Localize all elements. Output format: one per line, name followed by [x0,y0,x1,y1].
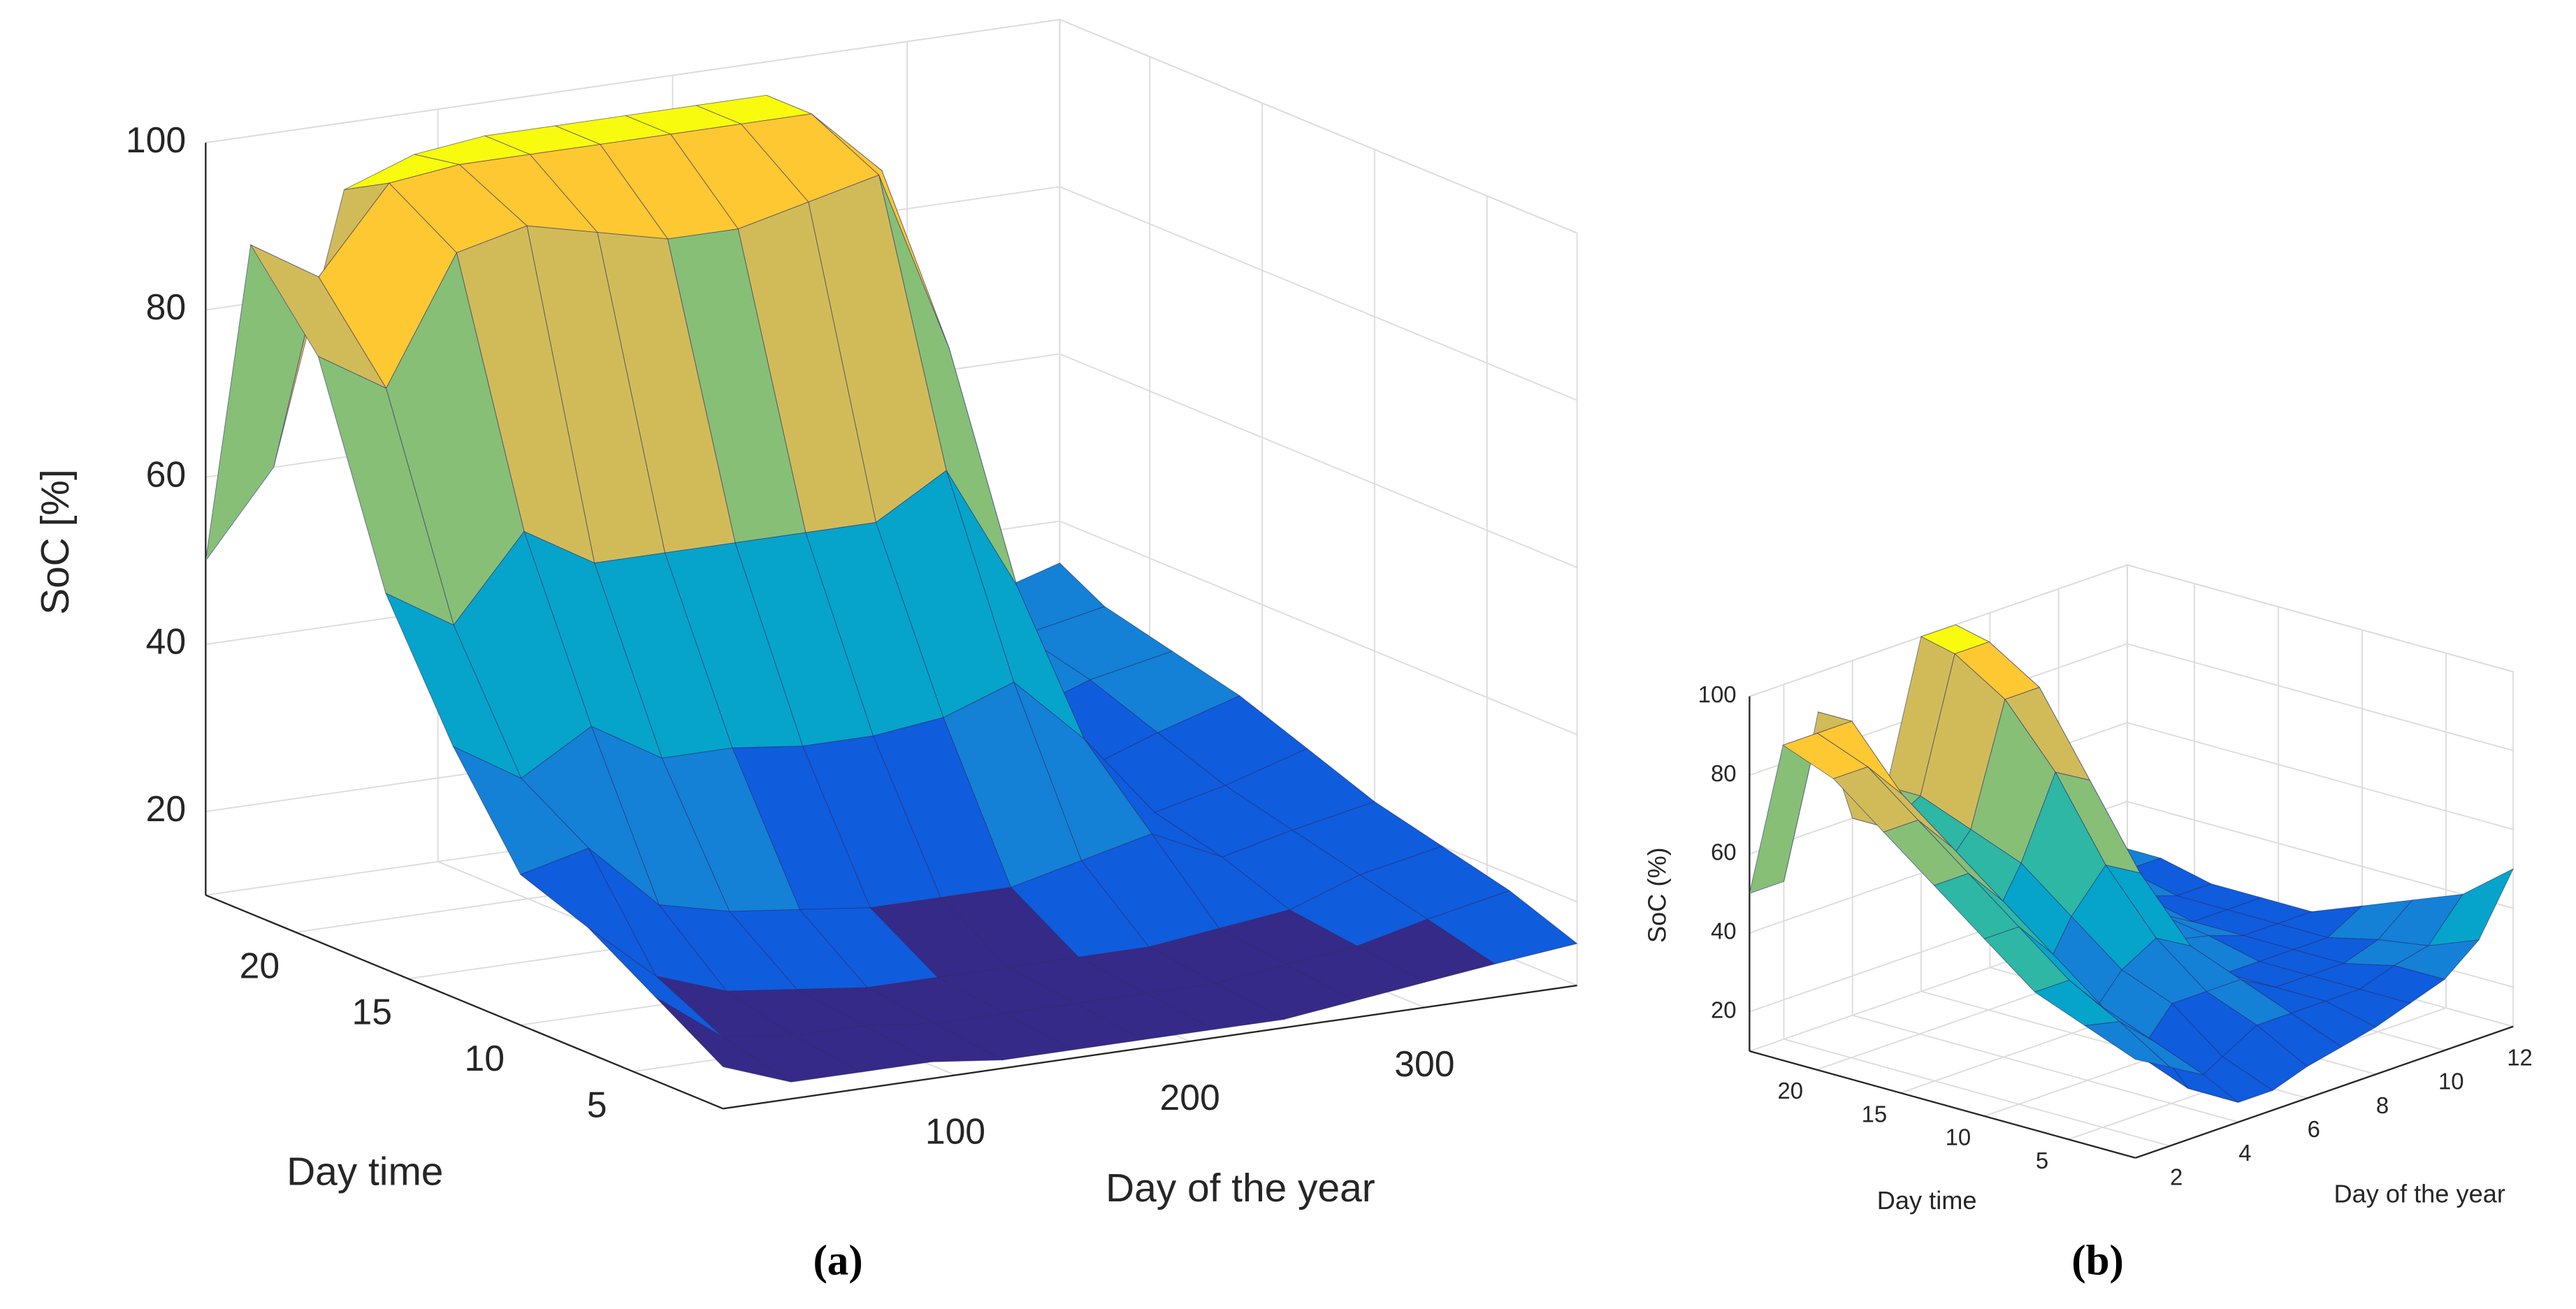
z-axis-label: SoC (%) [1643,847,1672,943]
y-tick-label: 10 [464,1038,505,1078]
y-grid-line [2068,653,2447,1141]
z-grid-line [1749,564,2514,697]
z-tick-label: 20 [1711,997,1737,1022]
surface-chart: 100 200 300 5 10 15 20 20 40 60 80 100 SoC [%] Day ti… [34,18,1578,1285]
x-axis-label: Day of the year [1106,1166,1375,1210]
y-tick-label: 10 [1946,1124,1971,1150]
y-axis [1749,1050,2136,1159]
x-axis [723,984,1577,1110]
z-tick-label: 60 [1711,839,1737,865]
caption: (b) [2071,1238,2124,1285]
x-tick-label: 300 [1394,1043,1454,1084]
x-tick-label: 200 [1160,1077,1220,1118]
y-tick-label: 5 [587,1085,607,1125]
y-tick-label: 5 [2036,1148,2048,1173]
z-tick-label: 80 [1711,760,1737,786]
x-tick-label: 4 [2238,1140,2251,1166]
surface-patch [655,997,792,1083]
z-tick-label: 20 [146,788,187,829]
x-tick-label: 6 [2308,1116,2320,1142]
y-axis [205,894,724,1110]
z-tick-label: 40 [146,621,187,662]
x-tick-label: 10 [2438,1069,2464,1094]
z-tick-label: 60 [146,454,187,494]
z-tick-label: 80 [146,287,187,327]
caption: (a) [813,1238,862,1285]
y-axis-label: Day time [1877,1186,1977,1215]
y-tick-label: 15 [1862,1101,1888,1127]
z-axis-label: SoC [%] [34,469,78,615]
z-grid-line [205,18,1577,234]
y-tick-label: 15 [352,992,392,1032]
surface-patch [2084,1021,2171,1068]
z-tick-label: 100 [1698,681,1737,707]
x-tick-label: 100 [925,1111,985,1152]
x-tick-label: 2 [2170,1164,2183,1189]
x-tick-label: 12 [2507,1044,2533,1070]
y-tick-label: 20 [1778,1078,1804,1104]
x-tick-label: 8 [2376,1092,2389,1118]
y-tick-label: 20 [240,945,280,985]
y-axis-label: Day time [287,1150,443,1194]
x-axis-label: Day of the year [2333,1179,2505,1208]
z-tick-label: 100 [126,120,186,160]
x-axis [2135,1025,2514,1159]
z-tick-label: 40 [1711,918,1737,944]
surface-chart: 2 4 6 8 10 12 5 10 15 20 20 40 60 80 100 SoC (%) Day tim… [1643,564,2533,1285]
